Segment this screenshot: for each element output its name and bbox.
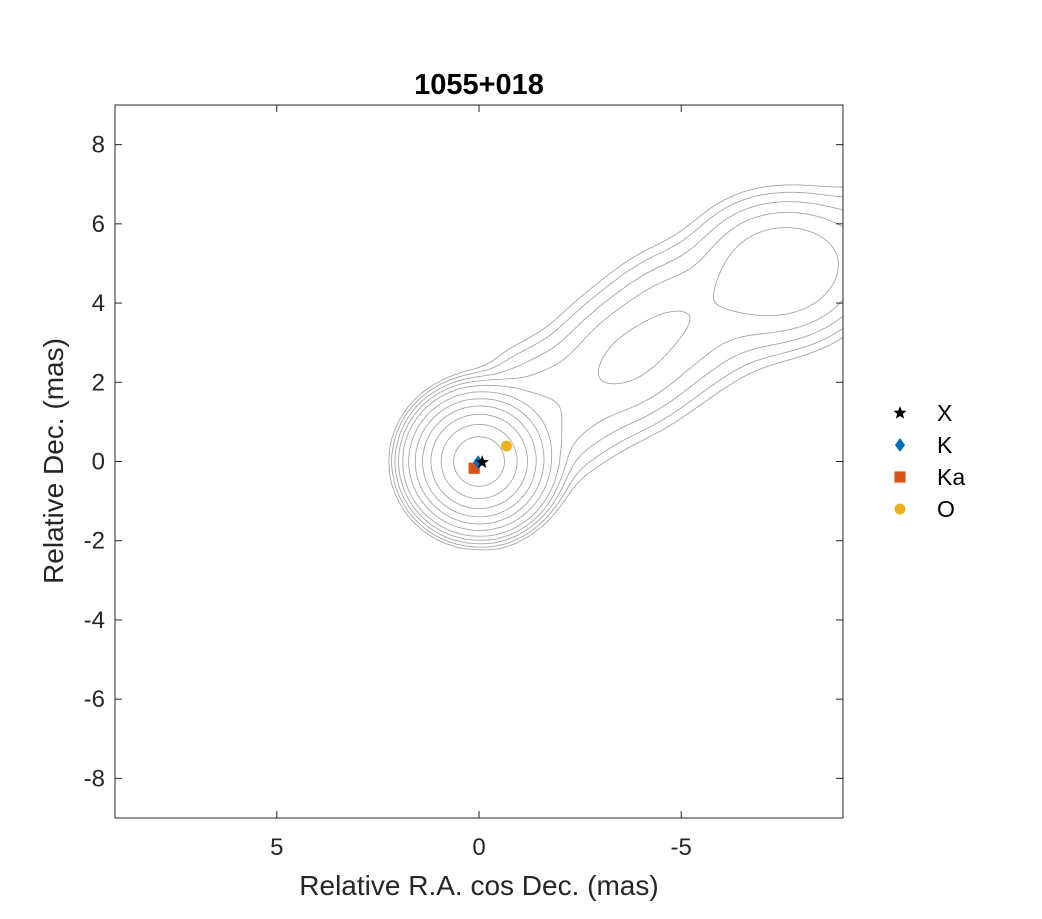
contour-level bbox=[430, 413, 528, 510]
data-point-o bbox=[501, 440, 512, 452]
legend-marker-o bbox=[894, 503, 906, 515]
x-axis-label: Relative R.A. cos Dec. (mas) bbox=[299, 870, 658, 901]
markers-layer bbox=[468, 440, 512, 474]
chart-title: 1055+018 bbox=[414, 69, 544, 101]
x-tick-label: -5 bbox=[671, 834, 692, 861]
legend-label-o: O bbox=[937, 496, 955, 522]
contour-level bbox=[422, 405, 537, 518]
y-tick-label: -8 bbox=[84, 765, 105, 792]
y-tick-label: 0 bbox=[92, 449, 105, 476]
y-tick-label: 6 bbox=[92, 211, 105, 238]
legend-label-k: K bbox=[937, 432, 953, 458]
contour-layer bbox=[388, 184, 843, 551]
data-point-x bbox=[475, 455, 489, 468]
x-tick-label: 5 bbox=[270, 834, 283, 861]
y-tick-label: 4 bbox=[92, 290, 105, 317]
legend-label-ka: Ka bbox=[937, 464, 965, 490]
legend-marker-ka bbox=[894, 471, 906, 483]
legend-label-x: X bbox=[937, 400, 952, 426]
x-tick-label: 0 bbox=[472, 834, 485, 861]
contour-level bbox=[402, 227, 839, 537]
contour-level bbox=[398, 211, 843, 541]
y-tick-label: -2 bbox=[84, 528, 105, 555]
legend-marker-k bbox=[894, 438, 906, 452]
contour-level bbox=[414, 398, 545, 525]
contour-level bbox=[394, 201, 843, 545]
contour-level bbox=[440, 423, 518, 500]
legend-marker-x bbox=[893, 406, 907, 419]
y-axis-label: Relative Dec. (mas) bbox=[38, 338, 69, 584]
contour-level bbox=[408, 391, 553, 531]
ticks-layer: 5 0 -5 8 6 4 2 0 -2 -4 -6 -8 bbox=[84, 105, 843, 861]
data-point-ka bbox=[468, 462, 480, 474]
contour-level bbox=[391, 191, 843, 548]
legend: XK Ka O bbox=[893, 400, 965, 522]
y-tick-label: -6 bbox=[84, 686, 105, 713]
data-point-k bbox=[473, 455, 484, 470]
contour-level bbox=[388, 184, 843, 551]
y-tick-label: 8 bbox=[92, 132, 105, 159]
y-tick-label: -4 bbox=[84, 607, 105, 634]
y-tick-label: 2 bbox=[92, 369, 105, 396]
contour-level bbox=[453, 436, 505, 487]
